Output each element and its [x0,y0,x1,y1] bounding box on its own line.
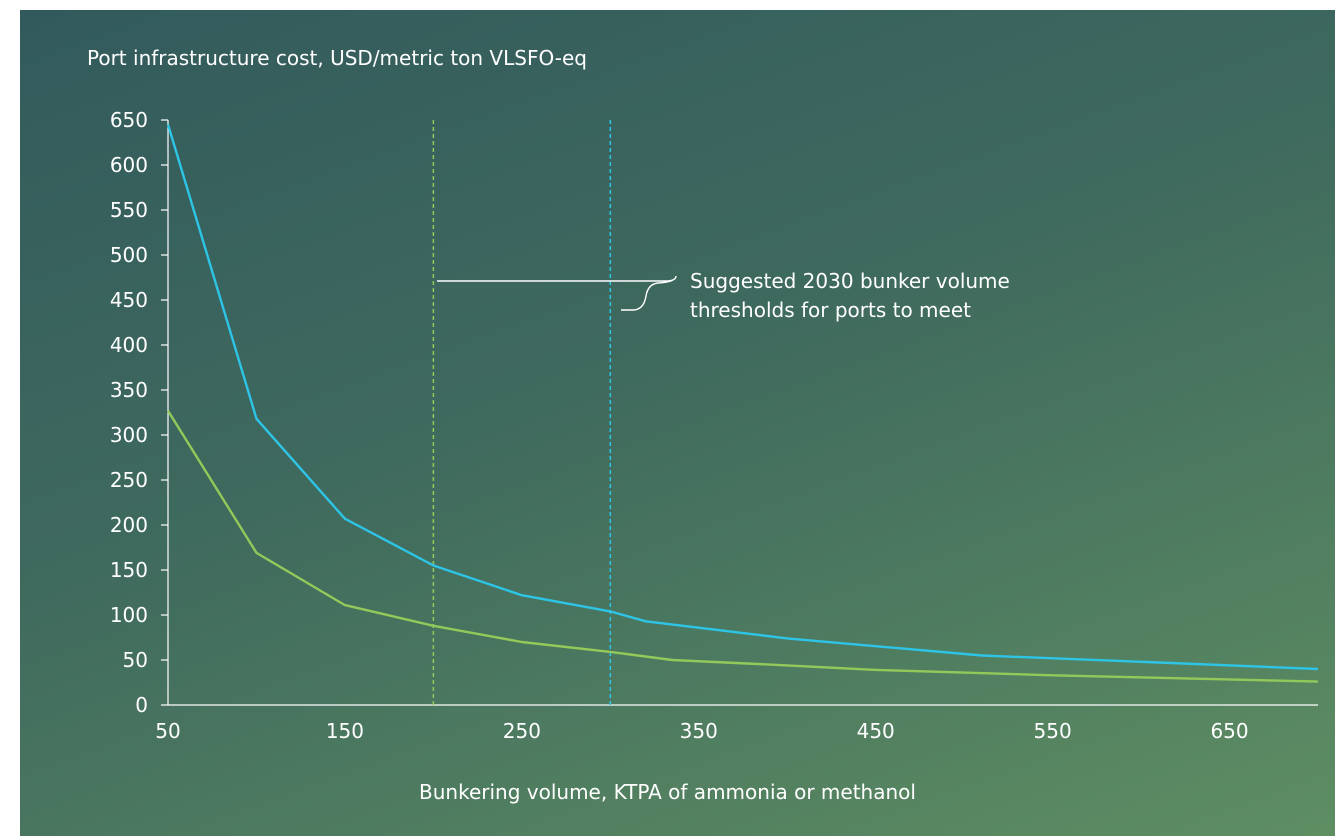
y-tick-label: 300 [110,423,148,447]
y-tick-label: 550 [110,198,148,222]
annotation-line-2: thresholds for ports to meet [690,298,971,322]
threshold-annotation: Suggested 2030 bunker volume thresholds … [690,267,1010,325]
y-tick-label: 500 [110,243,148,267]
series-lines [166,124,1319,683]
y-tick-label: 250 [110,468,148,492]
x-tick-label: 550 [1034,719,1072,743]
annotation-bracket [437,275,677,311]
axes: 0 50 100 150 200 250 300 350 400 450 500 550 600 650 5… [110,108,1318,743]
x-tick-label: 250 [503,719,541,743]
annotation-line-1: Suggested 2030 bunker volume [690,269,1010,293]
x-axis-title: Bunkering volume, KTPA of ammonia or met… [419,780,916,804]
y-tick-label: 100 [110,603,148,627]
y-tick-label: 650 [110,108,148,132]
x-tick-label: 150 [326,719,364,743]
x-tick-label: 50 [155,719,180,743]
annotation-connector [437,275,677,311]
x-tick-label: 450 [857,719,895,743]
x-tick-label: 350 [680,719,718,743]
y-tick-label: 350 [110,378,148,402]
y-tick-label: 600 [110,153,148,177]
y-tick-label: 150 [110,558,148,582]
series-line [166,124,1319,671]
y-axis-title: Port infrastructure cost, USD/metric ton… [87,46,587,70]
chart-panel [20,10,1335,836]
y-tick-label: 450 [110,288,148,312]
y-tick-label: 0 [135,693,148,717]
reference-lines [432,120,612,705]
series-line [166,410,1319,683]
y-tick-label: 200 [110,513,148,537]
y-tick-label: 50 [123,648,148,672]
x-tick-label: 650 [1210,719,1248,743]
y-tick-label: 400 [110,333,148,357]
